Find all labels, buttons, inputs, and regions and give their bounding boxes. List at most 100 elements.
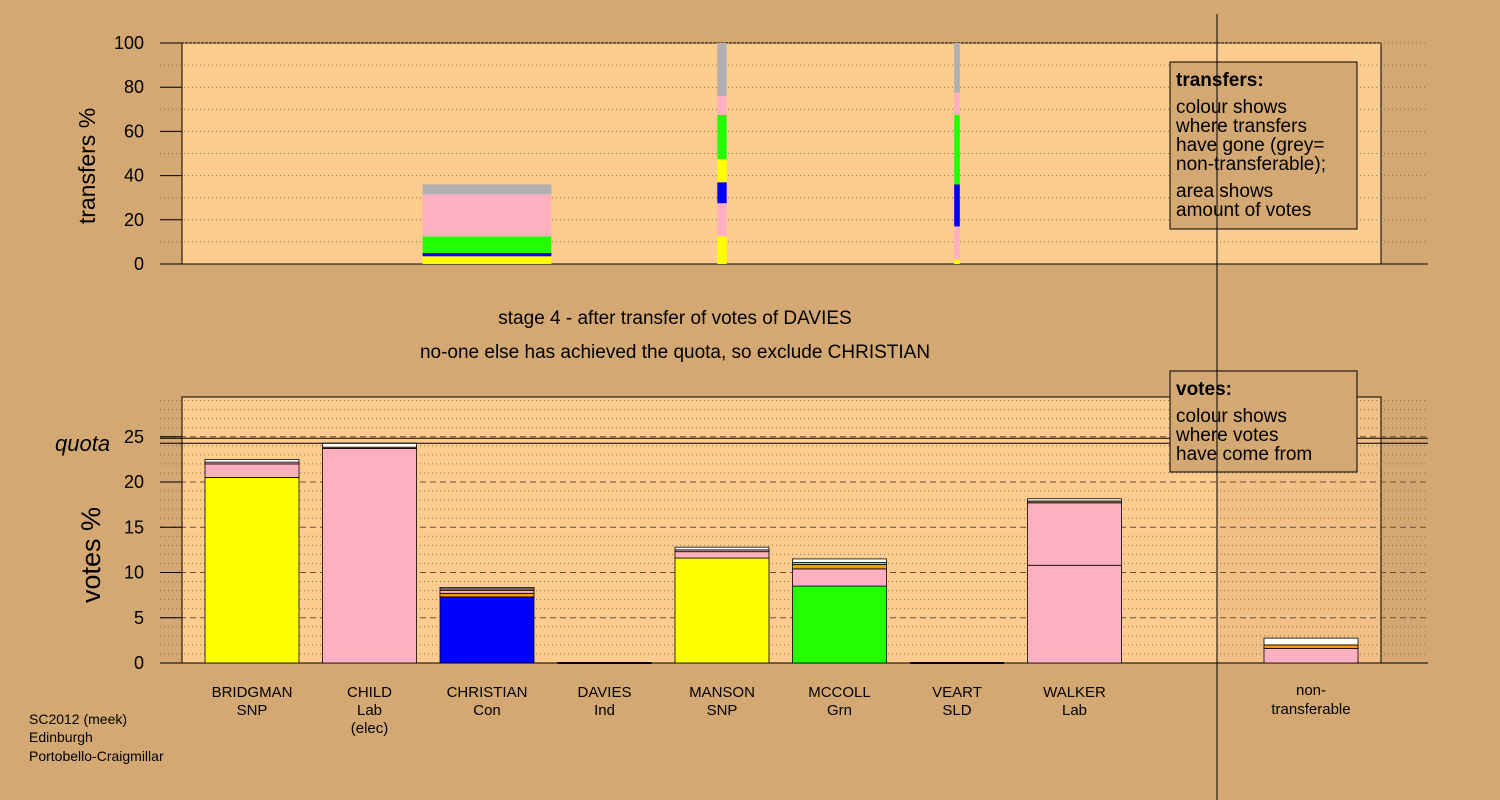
vote-bar-mccoll <box>792 558 887 664</box>
vote-segment <box>674 551 770 559</box>
transfer-bar-manson <box>717 43 727 264</box>
transfers-legend-title: transfers: <box>1176 70 1264 91</box>
vote-segment <box>439 592 535 598</box>
vote-segment <box>1027 502 1122 566</box>
footer-ward: Portobello-Craigmillar <box>29 748 164 764</box>
footer-council: Edinburgh <box>29 729 93 745</box>
nontransferable-label: non- <box>1296 682 1326 699</box>
transfer-segment <box>954 184 960 227</box>
candidate-party: Con <box>473 702 501 719</box>
transfers-legend-line: non-transferable); <box>1176 154 1326 175</box>
candidate-labels: BRIDGMANSNPCHILDLab(elec)CHRISTIANConDAV… <box>212 682 1351 737</box>
vote-segment <box>792 568 887 587</box>
transfers-bars <box>422 43 960 264</box>
vote-segment <box>204 477 300 664</box>
y-tick-label: 80 <box>124 77 144 97</box>
vote-segment <box>1263 644 1359 649</box>
candidate-party: Grn <box>827 702 852 719</box>
stage-subcaption: no-one else has achieved the quota, so e… <box>420 342 930 363</box>
transfer-segment <box>717 159 727 183</box>
vote-bar-bridgman <box>204 458 300 664</box>
transfers-legend: transfers: colour shows where transfers … <box>1169 61 1358 230</box>
candidate-name: MCCOLL <box>808 684 871 701</box>
transfers-legend-line: area shows <box>1176 181 1273 202</box>
transfer-segment <box>422 236 552 248</box>
transfer-bar-christian <box>422 184 552 264</box>
candidate-name: CHILD <box>347 684 392 701</box>
candidate-party: SNP <box>707 702 738 719</box>
transfers-legend-box <box>1169 61 1358 230</box>
vote-segment <box>1263 637 1359 646</box>
transfer-segment <box>954 92 960 115</box>
transfer-segment <box>422 234 552 237</box>
transfer-segment <box>422 252 552 257</box>
vote-bar-walker <box>1027 498 1122 664</box>
quota-label: quota <box>55 431 110 456</box>
votes-legend-box <box>1169 370 1358 473</box>
transfer-segment <box>717 96 727 115</box>
y-tick-label: 15 <box>124 517 144 537</box>
transfer-segment <box>422 247 552 253</box>
vote-segment <box>674 546 770 551</box>
vote-segment <box>322 448 417 664</box>
transfer-segment <box>717 203 727 237</box>
votes-legend-title: votes: <box>1176 379 1232 400</box>
candidate-party: SNP <box>237 702 268 719</box>
transfers-legend-line: amount of votes <box>1176 200 1311 221</box>
y-tick-label: 20 <box>124 210 144 230</box>
transfer-segment <box>422 184 552 195</box>
transfer-segment <box>954 226 960 260</box>
transfers-y-axis: 0 20 40 60 80 100 <box>114 33 182 274</box>
candidate-party: SLD <box>942 702 971 719</box>
transfer-segment <box>717 43 727 97</box>
vote-segment <box>792 585 887 664</box>
vote-segment <box>439 590 535 594</box>
nontransferable-label: transferable <box>1271 701 1350 718</box>
candidate-name: VEART <box>932 684 982 701</box>
transfers-legend-line: where transfers <box>1175 116 1307 137</box>
footer-election: SC2012 (meek) <box>29 711 127 727</box>
transfer-segment <box>954 178 960 185</box>
candidate-note: (elec) <box>351 720 389 737</box>
y-tick-label: 60 <box>124 121 144 141</box>
vote-segment <box>439 587 535 590</box>
transfers-legend-line: have gone (grey= <box>1176 135 1324 156</box>
transfer-segment <box>954 259 960 264</box>
vote-segment <box>674 557 770 664</box>
transfer-segment <box>422 194 552 235</box>
votes-legend-line: where votes <box>1175 425 1278 446</box>
candidate-name: CHRISTIAN <box>447 684 528 701</box>
candidate-name: WALKER <box>1043 684 1106 701</box>
candidate-party: Lab <box>1062 702 1087 719</box>
candidate-name: MANSON <box>689 684 755 701</box>
vote-segment <box>439 596 535 664</box>
transfer-segment <box>717 236 727 264</box>
stage-caption: stage 4 - after transfer of votes of DAV… <box>498 308 851 329</box>
y-tick-label: 100 <box>114 33 144 53</box>
vote-bar-child <box>322 442 417 664</box>
transfer-segment <box>954 114 960 179</box>
transfer-segment <box>422 256 552 264</box>
y-tick-label: 0 <box>134 254 144 274</box>
transfer-segment <box>954 43 960 93</box>
y-tick-label: 20 <box>124 472 144 492</box>
votes-legend-line: have come from <box>1176 444 1312 465</box>
candidate-name: DAVIES <box>578 684 632 701</box>
candidate-party: Ind <box>594 702 615 719</box>
transfers-legend-line: colour shows <box>1176 97 1287 118</box>
votes-bars <box>204 442 1359 664</box>
y-tick-label: 40 <box>124 166 144 186</box>
candidate-party: Lab <box>357 702 382 719</box>
vote-segment <box>204 458 300 463</box>
vote-bar-christian <box>439 587 535 664</box>
candidate-name: BRIDGMAN <box>212 684 293 701</box>
vote-segment <box>792 563 887 570</box>
y-tick-label: 25 <box>124 427 144 447</box>
votes-y-axis: 0 5 10 15 20 25 <box>124 427 182 673</box>
vote-bar-nontransferable <box>1263 637 1359 664</box>
vote-segment <box>1263 648 1359 664</box>
vote-segment <box>1027 498 1122 502</box>
votes-y-axis-label: votes % <box>76 507 106 603</box>
vote-segment <box>204 463 300 478</box>
